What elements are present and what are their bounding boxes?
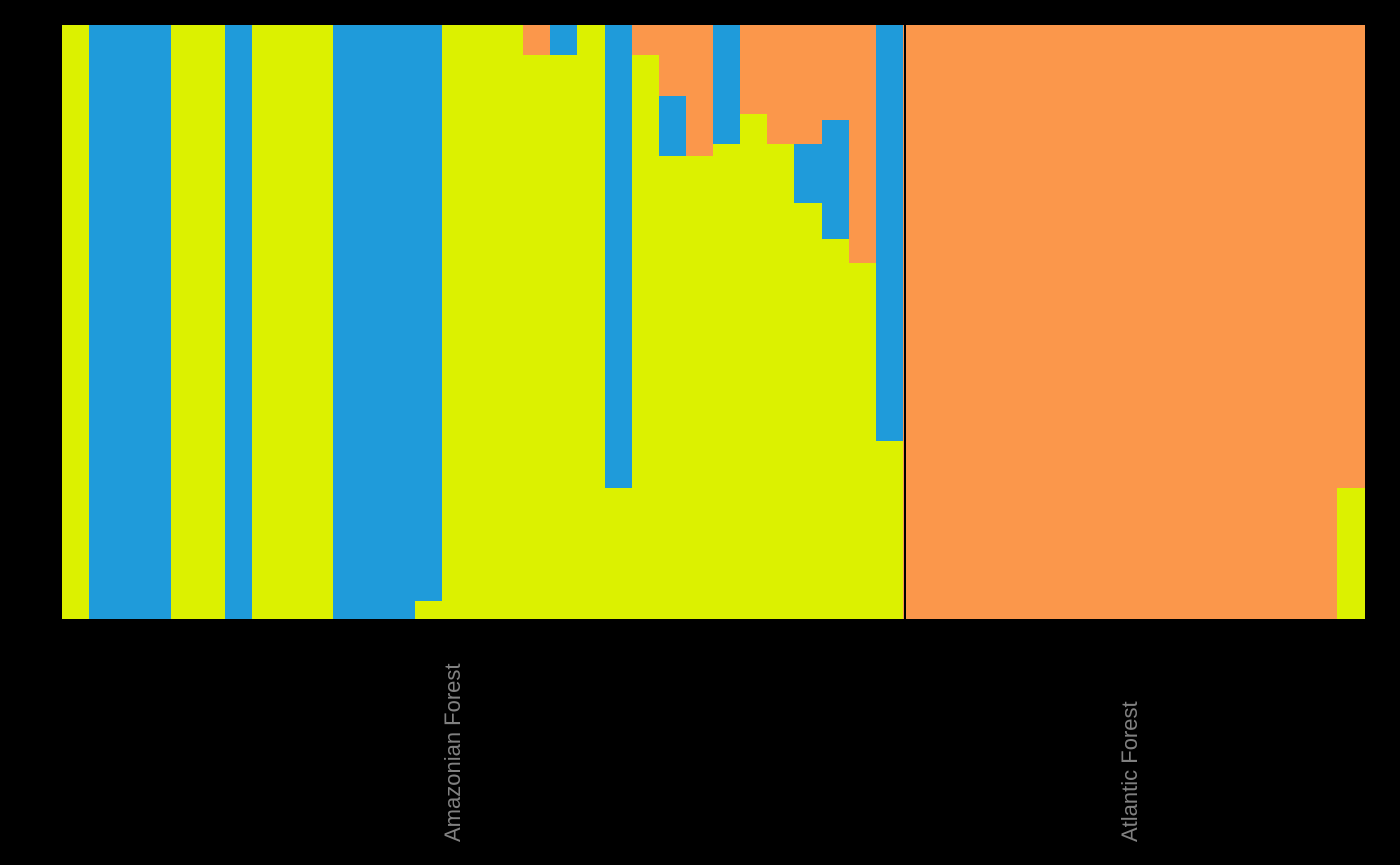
bar-segment-yellow bbox=[577, 25, 605, 619]
bar-segment-yellow bbox=[442, 25, 470, 619]
bar-segment-yellow bbox=[62, 25, 90, 619]
bar-segment-blue bbox=[388, 25, 416, 619]
bar-segment-yellow bbox=[496, 25, 524, 619]
bar-segment-orange bbox=[1310, 25, 1338, 619]
bar-segment-yellow bbox=[794, 203, 822, 619]
bar-segment-orange bbox=[1120, 25, 1148, 619]
bar-segment-yellow bbox=[279, 25, 307, 619]
bar-segment-blue bbox=[876, 25, 904, 441]
bar-segment-orange bbox=[767, 25, 795, 144]
bar-segment-blue bbox=[89, 25, 117, 619]
bar-segment-blue bbox=[605, 25, 633, 488]
bar-segment-yellow bbox=[198, 25, 226, 619]
bar-segment-orange bbox=[1066, 25, 1094, 619]
bar-segment-orange bbox=[632, 25, 660, 55]
bar-segment-blue bbox=[116, 25, 144, 619]
bar-segment-orange bbox=[794, 25, 822, 144]
bar-segment-orange bbox=[686, 25, 714, 156]
bar-segment-yellow bbox=[632, 55, 660, 619]
bar-segment-yellow bbox=[523, 55, 551, 619]
bar-segment-blue bbox=[225, 25, 253, 619]
bar-segment-yellow bbox=[713, 144, 741, 619]
bar-segment-orange bbox=[1201, 25, 1229, 619]
bar-segment-yellow bbox=[822, 239, 850, 619]
xlabel-atlantic: Atlantic Forest bbox=[1117, 701, 1143, 842]
bar-segment-blue bbox=[360, 25, 388, 619]
bar-segment-yellow bbox=[306, 25, 334, 619]
bar-segment-blue bbox=[415, 25, 443, 601]
bar-segment-yellow bbox=[171, 25, 199, 619]
bar-segment-yellow bbox=[252, 25, 280, 619]
bar-segment-orange bbox=[1228, 25, 1256, 619]
bar-segment-yellow bbox=[415, 601, 443, 619]
bar-segment-orange bbox=[984, 25, 1012, 619]
xlabel-amazonian: Amazonian Forest bbox=[440, 663, 466, 842]
bar-segment-yellow bbox=[469, 25, 497, 619]
bar-segment-orange bbox=[1093, 25, 1121, 619]
bar-segment-orange bbox=[849, 25, 877, 263]
bar-segment-orange bbox=[1283, 25, 1311, 619]
bar-segment-yellow bbox=[605, 488, 633, 619]
bar-segment-orange bbox=[740, 25, 768, 114]
bar-segment-blue bbox=[794, 144, 822, 203]
bar-segment-orange bbox=[523, 25, 551, 55]
bar-segment-blue bbox=[143, 25, 171, 619]
bar-segment-orange bbox=[1337, 25, 1365, 488]
bar-segment-blue bbox=[822, 120, 850, 239]
bar-segment-orange bbox=[1256, 25, 1284, 619]
bar-segment-blue bbox=[659, 96, 687, 155]
bar-segment-yellow bbox=[1337, 488, 1365, 619]
bar-segment-orange bbox=[1011, 25, 1039, 619]
bar-segment-yellow bbox=[767, 144, 795, 619]
bar-segment-orange bbox=[957, 25, 985, 619]
bar-segment-blue bbox=[333, 25, 361, 619]
bar-segment-orange bbox=[930, 25, 958, 619]
bar-segment-orange bbox=[659, 25, 687, 96]
bar-segment-yellow bbox=[550, 55, 578, 619]
group-divider bbox=[904, 25, 906, 619]
bar-segment-yellow bbox=[849, 263, 877, 619]
bar-segment-orange bbox=[1147, 25, 1175, 619]
bar-segment-yellow bbox=[740, 114, 768, 619]
bar-segment-orange bbox=[903, 25, 931, 619]
bar-segment-orange bbox=[822, 25, 850, 120]
bar-segment-yellow bbox=[876, 441, 904, 619]
bar-segment-orange bbox=[1174, 25, 1202, 619]
structure-chart bbox=[62, 25, 1364, 619]
bar-segment-yellow bbox=[659, 156, 687, 619]
bar-segment-orange bbox=[1039, 25, 1067, 619]
bar-segment-blue bbox=[713, 25, 741, 144]
bar-segment-yellow bbox=[686, 156, 714, 619]
bar-segment-blue bbox=[550, 25, 578, 55]
